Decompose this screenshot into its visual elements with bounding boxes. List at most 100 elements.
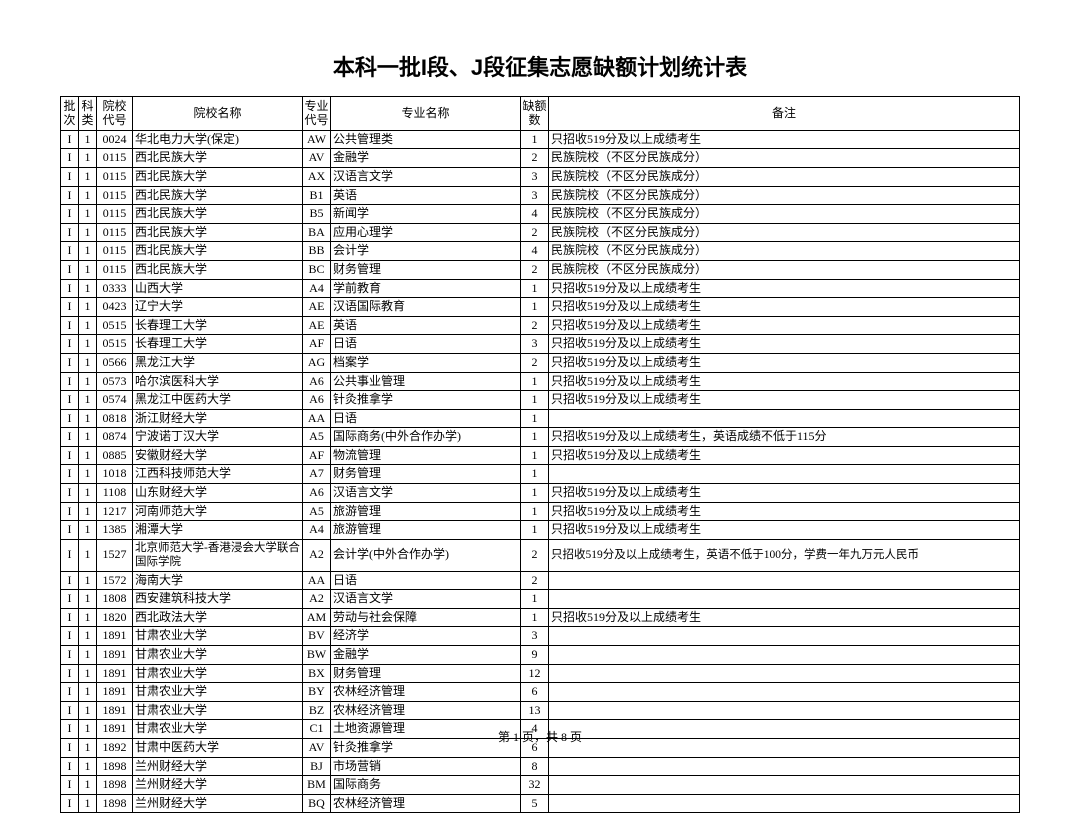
cell-sname: 河南师范大学 (133, 502, 303, 521)
cell-mname: 农林经济管理 (331, 794, 521, 813)
cell-batch: I (61, 683, 79, 702)
cell-vac: 3 (521, 627, 549, 646)
cell-sname: 华北电力大学(保定) (133, 130, 303, 149)
cell-mname: 物流管理 (331, 446, 521, 465)
cell-scode: 1891 (97, 627, 133, 646)
table-row: I10115西北民族大学B5新闻学4民族院校（不区分民族成分） (61, 205, 1020, 224)
cell-subj: 1 (79, 608, 97, 627)
cell-scode: 1898 (97, 776, 133, 795)
cell-scode: 0115 (97, 149, 133, 168)
cell-mname: 财务管理 (331, 260, 521, 279)
cell-mname: 汉语言文学 (331, 484, 521, 503)
cell-mname: 日语 (331, 409, 521, 428)
cell-batch: I (61, 316, 79, 335)
cell-vac: 32 (521, 776, 549, 795)
cell-scode: 1385 (97, 521, 133, 540)
cell-scode: 0115 (97, 242, 133, 261)
cell-batch: I (61, 149, 79, 168)
cell-vac: 1 (521, 465, 549, 484)
table-row: I10024华北电力大学(保定)AW公共管理类1只招收519分及以上成绩考生 (61, 130, 1020, 149)
cell-scode: 1808 (97, 590, 133, 609)
cell-mcode: AW (303, 130, 331, 149)
cell-scode: 0115 (97, 186, 133, 205)
cell-sname: 黑龙江大学 (133, 353, 303, 372)
cell-mname: 新闻学 (331, 205, 521, 224)
cell-remark: 只招收519分及以上成绩考生 (549, 521, 1020, 540)
data-table: 批次 科类 院校代号 院校名称 专业代号 专业名称 缺额数 备注 I10024华… (60, 96, 1020, 813)
cell-mcode: AF (303, 446, 331, 465)
cell-sname: 长春理工大学 (133, 335, 303, 354)
cell-mname: 汉语言文学 (331, 167, 521, 186)
table-row: I11898兰州财经大学BJ市场营销8 (61, 757, 1020, 776)
cell-vac: 13 (521, 701, 549, 720)
cell-vac: 5 (521, 794, 549, 813)
cell-scode: 0024 (97, 130, 133, 149)
cell-sname: 甘肃农业大学 (133, 683, 303, 702)
cell-mcode: AG (303, 353, 331, 372)
cell-batch: I (61, 664, 79, 683)
cell-sname: 兰州财经大学 (133, 757, 303, 776)
cell-sname: 辽宁大学 (133, 298, 303, 317)
cell-scode: 1891 (97, 683, 133, 702)
cell-subj: 1 (79, 205, 97, 224)
cell-subj: 1 (79, 372, 97, 391)
cell-remark (549, 465, 1020, 484)
cell-batch: I (61, 627, 79, 646)
cell-subj: 1 (79, 502, 97, 521)
cell-sname: 西北民族大学 (133, 223, 303, 242)
cell-subj: 1 (79, 776, 97, 795)
cell-vac: 9 (521, 645, 549, 664)
cell-subj: 1 (79, 446, 97, 465)
cell-batch: I (61, 242, 79, 261)
cell-mcode: A4 (303, 521, 331, 540)
cell-batch: I (61, 776, 79, 795)
cell-mcode: BQ (303, 794, 331, 813)
cell-mcode: BW (303, 645, 331, 664)
page-container: 本科一批I段、J段征集志愿缺额计划统计表 批次 科类 院校代号 院校名称 专业代… (0, 0, 1080, 763)
table-row: I11820西北政法大学AM劳动与社会保障1只招收519分及以上成绩考生 (61, 608, 1020, 627)
cell-remark: 只招收519分及以上成绩考生 (549, 335, 1020, 354)
cell-vac: 1 (521, 502, 549, 521)
table-row: I11108山东财经大学A6汉语言文学1只招收519分及以上成绩考生 (61, 484, 1020, 503)
cell-scode: 1891 (97, 664, 133, 683)
cell-remark: 只招收519分及以上成绩考生 (549, 353, 1020, 372)
cell-batch: I (61, 571, 79, 590)
cell-mcode: A7 (303, 465, 331, 484)
cell-subj: 1 (79, 645, 97, 664)
cell-vac: 4 (521, 242, 549, 261)
cell-scode: 0115 (97, 205, 133, 224)
cell-scode: 0574 (97, 391, 133, 410)
cell-mname: 经济学 (331, 627, 521, 646)
cell-mname: 日语 (331, 335, 521, 354)
cell-subj: 1 (79, 316, 97, 335)
table-row: I10574黑龙江中医药大学A6针灸推拿学1只招收519分及以上成绩考生 (61, 391, 1020, 410)
cell-mcode: A2 (303, 590, 331, 609)
cell-scode: 0333 (97, 279, 133, 298)
cell-remark (549, 409, 1020, 428)
cell-vac: 2 (521, 149, 549, 168)
cell-remark: 民族院校（不区分民族成分） (549, 242, 1020, 261)
cell-mname: 汉语言文学 (331, 590, 521, 609)
cell-sname: 西北民族大学 (133, 167, 303, 186)
cell-remark (549, 794, 1020, 813)
cell-batch: I (61, 446, 79, 465)
cell-scode: 1108 (97, 484, 133, 503)
cell-sname: 山东财经大学 (133, 484, 303, 503)
cell-mcode: A5 (303, 428, 331, 447)
col-mcode: 专业代号 (303, 97, 331, 131)
cell-scode: 1018 (97, 465, 133, 484)
cell-subj: 1 (79, 757, 97, 776)
cell-vac: 8 (521, 757, 549, 776)
cell-mcode: BB (303, 242, 331, 261)
cell-remark: 只招收519分及以上成绩考生 (549, 279, 1020, 298)
cell-sname: 黑龙江中医药大学 (133, 391, 303, 410)
cell-batch: I (61, 502, 79, 521)
cell-mname: 英语 (331, 316, 521, 335)
cell-scode: 1898 (97, 757, 133, 776)
cell-sname: 西北民族大学 (133, 242, 303, 261)
cell-batch: I (61, 645, 79, 664)
table-row: I11018江西科技师范大学A7财务管理1 (61, 465, 1020, 484)
cell-scode: 0515 (97, 316, 133, 335)
cell-subj: 1 (79, 260, 97, 279)
cell-batch: I (61, 205, 79, 224)
